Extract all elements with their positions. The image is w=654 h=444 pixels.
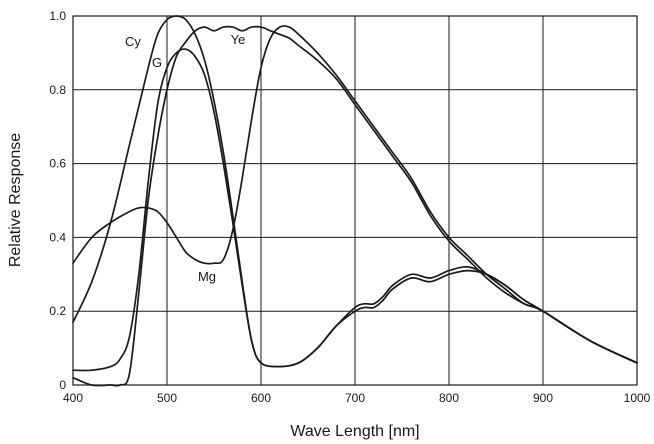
y-tick-labels: 0 0.2 0.4 0.6 0.8 1.0 <box>49 9 66 392</box>
series-curves <box>72 15 638 387</box>
series-label-ye: Ye <box>231 32 246 47</box>
x-tick-label: 1000 <box>624 391 651 405</box>
series-line-mg <box>72 25 638 364</box>
x-tick-labels: 400 500 600 700 800 900 1000 <box>63 391 651 405</box>
x-tick-label: 800 <box>439 391 459 405</box>
x-tick-label: 500 <box>157 391 177 405</box>
y-tick-label: 0.2 <box>49 304 66 318</box>
series-line-ye <box>72 25 638 387</box>
x-tick-label: 900 <box>533 391 553 405</box>
series-labels: Cy G Ye Mg <box>125 32 245 284</box>
y-tick-label: 0.6 <box>49 157 66 171</box>
plot-frame <box>72 15 638 386</box>
y-tick-label: 1.0 <box>49 9 66 23</box>
x-tick-label: 600 <box>251 391 271 405</box>
y-axis-title: Relative Response <box>7 133 24 267</box>
y-tick-label: 0.8 <box>49 83 66 97</box>
series-label-cy: Cy <box>125 34 141 49</box>
x-axis-title: Wave Length [nm] <box>290 423 419 440</box>
x-tick-label: 700 <box>345 391 365 405</box>
y-tick-label: 0 <box>59 378 66 392</box>
grid <box>73 16 637 385</box>
series-label-g: G <box>152 55 162 70</box>
x-tick-label: 400 <box>63 391 83 405</box>
y-tick-label: 0.4 <box>49 230 66 244</box>
series-label-mg: Mg <box>198 269 216 284</box>
series-line-g <box>72 48 638 372</box>
